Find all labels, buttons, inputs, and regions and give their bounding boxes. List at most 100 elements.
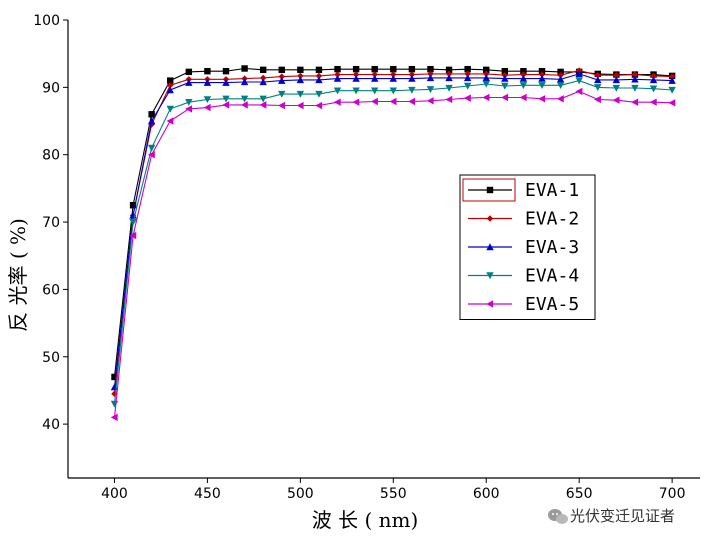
- data-point: [240, 95, 249, 103]
- data-point: [649, 85, 658, 93]
- data-point: [296, 90, 305, 98]
- data-point: [371, 97, 378, 106]
- data-point: [390, 65, 397, 73]
- y-axis-title: 反 光率 ( %): [6, 218, 30, 332]
- data-point: [556, 82, 565, 90]
- data-point: [445, 95, 453, 104]
- data-point: [501, 67, 509, 75]
- data-point: [463, 94, 471, 102]
- data-point: [445, 66, 453, 74]
- data-point: [259, 78, 267, 86]
- data-point: [185, 68, 193, 76]
- data-point: [426, 86, 435, 94]
- y-tick-label: 80: [42, 148, 60, 164]
- data-point: [129, 231, 137, 240]
- data-point: [352, 98, 360, 106]
- y-tick-label: 100: [33, 13, 60, 29]
- watermark: 光伏变迁见证者: [548, 507, 675, 525]
- y-tick-label: 60: [42, 282, 60, 298]
- data-point: [111, 373, 118, 381]
- data-point: [297, 66, 304, 74]
- data-point: [445, 84, 453, 92]
- data-point: [668, 73, 676, 80]
- data-point: [612, 96, 620, 104]
- data-point: [649, 98, 657, 106]
- data-point: [594, 72, 601, 79]
- data-point: [129, 218, 137, 226]
- data-point: [278, 101, 285, 110]
- data-point: [167, 77, 174, 84]
- data-point: [501, 74, 509, 82]
- data-point: [166, 105, 174, 113]
- data-point: [147, 151, 155, 159]
- data-point: [445, 70, 453, 78]
- data-point: [668, 99, 676, 107]
- data-point: [241, 65, 248, 72]
- x-axis-ticks: 400 450 500 550 600 650 700: [101, 478, 685, 502]
- x-tick-label: 400: [101, 486, 128, 502]
- data-point: [333, 98, 341, 106]
- data-point: [185, 98, 193, 106]
- data-point: [650, 72, 657, 80]
- data-point: [185, 105, 193, 113]
- data-point: [668, 76, 676, 84]
- data-point: [371, 71, 378, 78]
- data-point: [333, 87, 342, 95]
- data-point: [333, 74, 342, 82]
- data-point: [203, 103, 211, 112]
- legend-item: EVA-2: [468, 209, 579, 230]
- data-point: [259, 95, 267, 103]
- data-point: [649, 76, 658, 84]
- data-point: [519, 93, 527, 102]
- data-point: [203, 96, 212, 104]
- data-point: [259, 66, 267, 74]
- data-point: [408, 86, 416, 94]
- data-point: [631, 98, 639, 106]
- data-point: [278, 73, 285, 80]
- data-point: [631, 75, 639, 83]
- legend-label: EVA-4: [525, 266, 579, 287]
- y-tick-label: 70: [42, 215, 60, 231]
- data-point: [371, 74, 379, 82]
- data-point: [185, 78, 193, 86]
- data-point: [519, 74, 528, 82]
- legend-label: EVA-2: [525, 209, 579, 230]
- x-axis-title: 波 长 ( nm): [312, 508, 419, 532]
- data-point: [427, 65, 434, 73]
- data-point: [204, 67, 211, 75]
- legend-marker: [486, 215, 494, 222]
- data-point: [426, 74, 435, 82]
- data-point: [538, 74, 546, 82]
- y-tick-label: 40: [42, 417, 60, 433]
- data-point: [408, 97, 416, 106]
- data-point: [612, 76, 621, 84]
- data-point: [222, 67, 230, 75]
- data-point: [575, 70, 583, 78]
- legend: EVA-1 EVA-2 EVA-3 EVA-4 EVA-5: [459, 174, 596, 320]
- data-point: [203, 78, 212, 86]
- data-point: [613, 72, 620, 79]
- legend-marker: [486, 243, 494, 251]
- data-point: [519, 82, 528, 90]
- data-point: [315, 101, 323, 110]
- series-3: [110, 70, 676, 391]
- data-point: [631, 71, 639, 78]
- data-point: [408, 71, 416, 78]
- legend-marker: [486, 186, 494, 194]
- legend-item: EVA-4: [468, 266, 579, 287]
- data-point: [482, 93, 490, 102]
- data-point: [594, 84, 602, 92]
- data-point: [575, 87, 583, 96]
- data-point: [538, 71, 546, 78]
- x-tick-label: 550: [380, 486, 407, 502]
- legend-marker: [486, 272, 494, 280]
- data-point: [278, 76, 286, 84]
- data-point: [147, 144, 156, 152]
- data-point: [334, 65, 341, 73]
- data-point: [352, 71, 360, 78]
- legend-item: EVA-1: [462, 178, 579, 202]
- legend-item: EVA-3: [468, 237, 579, 258]
- y-tick-label: 50: [42, 350, 60, 366]
- legend-label: EVA-1: [525, 180, 579, 201]
- data-point: [575, 77, 583, 85]
